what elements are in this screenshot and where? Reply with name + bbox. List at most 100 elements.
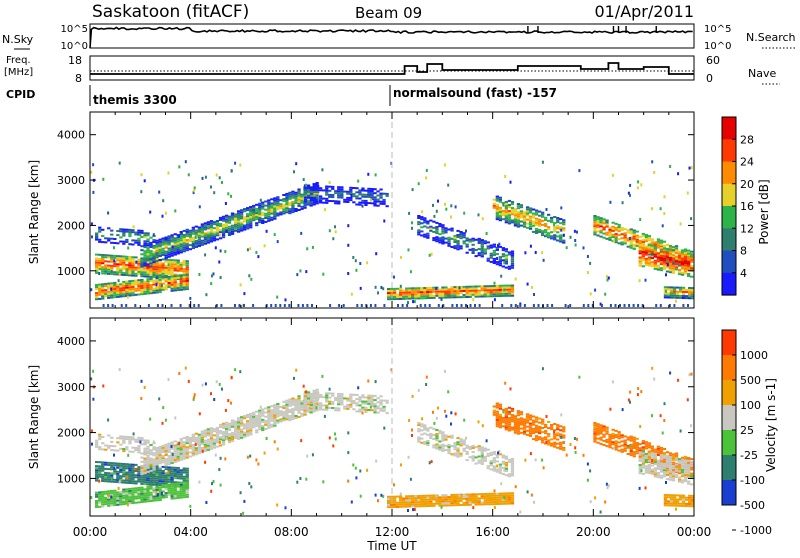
velocity-cell bbox=[234, 431, 237, 433]
velocity-cell bbox=[463, 450, 466, 452]
velocity-cell bbox=[246, 422, 249, 424]
power-noise-cell bbox=[347, 244, 349, 247]
velocity-cell bbox=[282, 413, 285, 415]
velocity-cell bbox=[511, 503, 514, 505]
velocity-cell bbox=[423, 424, 426, 426]
velocity-cell bbox=[183, 443, 186, 445]
velocity-cell bbox=[297, 406, 300, 408]
power-cell bbox=[183, 278, 186, 280]
power-cell bbox=[502, 259, 505, 261]
power-cell bbox=[174, 287, 177, 289]
power-cell bbox=[240, 215, 243, 217]
power-cell bbox=[364, 194, 367, 196]
power-noise-cell bbox=[637, 180, 639, 183]
velocity-cell bbox=[174, 451, 177, 453]
velocity-cell bbox=[204, 446, 207, 448]
power-cell bbox=[642, 259, 645, 261]
velocity-cell bbox=[107, 468, 110, 470]
velocity-cell bbox=[472, 459, 475, 461]
power-cell bbox=[155, 260, 158, 262]
velocity-cell bbox=[621, 440, 624, 442]
power-cell bbox=[526, 210, 529, 212]
velocity-cell bbox=[469, 500, 472, 502]
velocity-cell bbox=[328, 403, 331, 405]
power-cell bbox=[660, 249, 663, 251]
power-cell bbox=[273, 199, 276, 201]
velocity-cell bbox=[438, 441, 441, 443]
power-cell bbox=[168, 256, 171, 258]
velocity-cell bbox=[520, 411, 523, 413]
power-cell bbox=[605, 238, 608, 240]
power-cell bbox=[143, 289, 146, 291]
power-cell bbox=[402, 290, 405, 292]
velocity-cell bbox=[273, 421, 276, 423]
velocity-cell bbox=[149, 462, 152, 464]
velocity-cell bbox=[143, 477, 146, 479]
power-cell bbox=[122, 264, 125, 266]
velocity-cell bbox=[493, 461, 496, 463]
velocity-cell bbox=[642, 473, 645, 475]
power-cell bbox=[137, 238, 140, 240]
velocity-cell bbox=[162, 474, 165, 476]
velocity-cell bbox=[547, 439, 550, 441]
power-cell bbox=[666, 258, 669, 260]
velocity-cell bbox=[544, 426, 547, 428]
velocity-cell bbox=[249, 427, 252, 429]
velocity-cell bbox=[496, 493, 499, 495]
velocity-cell bbox=[177, 458, 180, 460]
power-cell bbox=[541, 216, 544, 218]
velocity-cell bbox=[183, 488, 186, 490]
power-cell bbox=[593, 217, 596, 219]
power-cell bbox=[146, 284, 149, 286]
velocity-cell bbox=[559, 429, 562, 431]
power-cell bbox=[300, 208, 303, 210]
velocity-cell bbox=[523, 421, 526, 423]
velocity-cell bbox=[128, 466, 131, 468]
velocity-cell bbox=[270, 416, 273, 418]
velocity-cell bbox=[180, 486, 183, 488]
velocity-cell bbox=[149, 458, 152, 460]
velocity-cell bbox=[444, 437, 447, 439]
power-fringe-cell bbox=[601, 304, 603, 307]
power-cell bbox=[273, 218, 276, 220]
power-cell bbox=[297, 197, 300, 199]
power-cell bbox=[630, 230, 633, 232]
velocity-cell bbox=[387, 496, 390, 498]
velocity-cell bbox=[180, 449, 183, 451]
velocity-cell bbox=[168, 494, 171, 496]
power-cell bbox=[684, 264, 687, 266]
power-cell bbox=[599, 223, 602, 225]
power-cell bbox=[612, 234, 615, 236]
power-cell bbox=[605, 224, 608, 226]
power-cell bbox=[137, 242, 140, 244]
velocity-cell bbox=[152, 469, 155, 471]
power-cell bbox=[165, 237, 168, 239]
velocity-cell bbox=[553, 444, 556, 446]
velocity-cell bbox=[186, 484, 189, 486]
power-cell bbox=[101, 235, 104, 237]
power-cell bbox=[514, 208, 517, 210]
velocity-cell bbox=[228, 441, 231, 443]
power-cell bbox=[122, 272, 125, 274]
power-fringe-cell bbox=[461, 304, 463, 307]
velocity-cell bbox=[140, 487, 143, 489]
velocity-cell bbox=[390, 504, 393, 506]
velocity-cell bbox=[624, 446, 627, 448]
power-noise-cell bbox=[629, 194, 631, 197]
velocity-cell bbox=[177, 452, 180, 454]
power-cell bbox=[496, 216, 499, 218]
velocity-cell bbox=[496, 499, 499, 501]
power-cell bbox=[110, 282, 113, 284]
power-cell bbox=[198, 231, 201, 233]
velocity-cell bbox=[125, 474, 128, 476]
velocity-cell bbox=[155, 468, 158, 470]
power-cell bbox=[547, 214, 550, 216]
velocity-cell bbox=[171, 481, 174, 483]
power-cell bbox=[670, 297, 673, 299]
power-cell bbox=[313, 191, 316, 193]
velocity-cell bbox=[420, 501, 423, 503]
power-noise-cell bbox=[590, 292, 592, 295]
velocity-cell bbox=[499, 472, 502, 474]
power-fringe-cell bbox=[660, 304, 662, 307]
power-noise-cell bbox=[589, 262, 591, 265]
